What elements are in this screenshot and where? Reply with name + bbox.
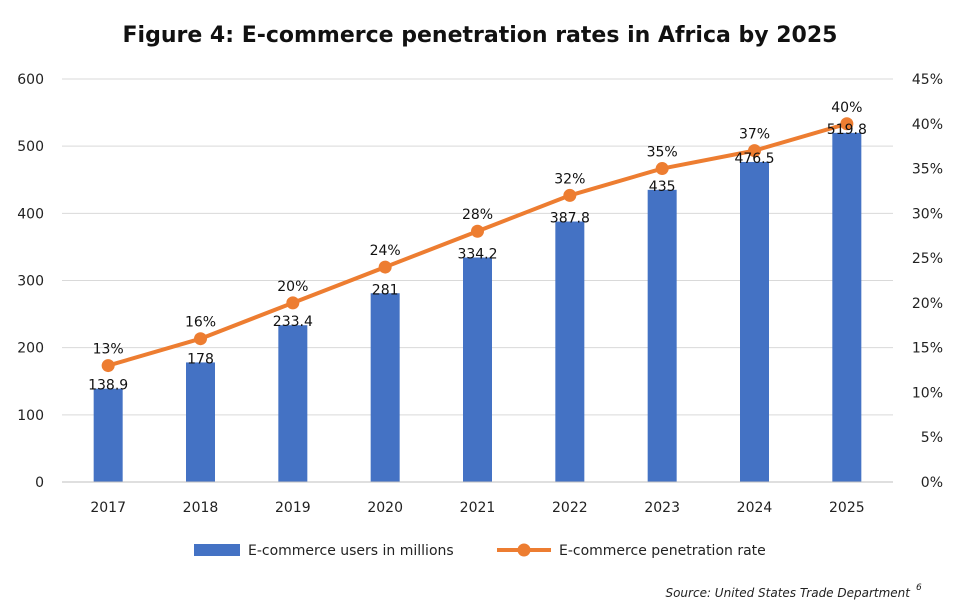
line-series bbox=[101, 117, 854, 373]
line-marker bbox=[378, 260, 392, 274]
bar-value-label: 476.5 bbox=[734, 151, 774, 167]
line-value-label: 20% bbox=[277, 279, 308, 295]
bar bbox=[278, 325, 308, 482]
x-tick-label: 2022 bbox=[552, 500, 588, 516]
y-right-tick-label: 15% bbox=[912, 341, 943, 357]
bar bbox=[93, 388, 123, 482]
legend-bar-swatch bbox=[194, 544, 240, 556]
y-left-tick-label: 300 bbox=[17, 274, 44, 290]
chart-title: Figure 4: E-commerce penetration rates i… bbox=[123, 23, 838, 48]
y-left-tick-label: 100 bbox=[17, 408, 44, 424]
bar bbox=[555, 221, 585, 483]
bar-value-label: 435 bbox=[649, 179, 676, 195]
legend-bar-label: E-commerce users in millions bbox=[248, 543, 454, 559]
line-value-label: 16% bbox=[185, 315, 216, 331]
y-right-tick-label: 5% bbox=[921, 430, 943, 446]
line-value-label: 13% bbox=[93, 342, 124, 358]
y-left-tick-label: 200 bbox=[17, 341, 44, 357]
x-tick-label: 2019 bbox=[275, 500, 311, 516]
bar-series bbox=[93, 132, 862, 483]
line-marker bbox=[840, 117, 854, 131]
bar-value-label: 233.4 bbox=[273, 314, 313, 330]
x-tick-label: 2021 bbox=[460, 500, 496, 516]
line-value-label: 28% bbox=[462, 207, 493, 223]
bar-value-label: 334.2 bbox=[457, 247, 497, 263]
x-tick-label: 2025 bbox=[829, 500, 865, 516]
x-tick-label: 2018 bbox=[183, 500, 219, 516]
legend-line-marker bbox=[517, 543, 531, 557]
line-value-label: 24% bbox=[370, 243, 401, 259]
bar-value-label: 281 bbox=[372, 282, 399, 298]
bar-value-label: 519.8 bbox=[827, 122, 867, 138]
line-value-label: 37% bbox=[739, 127, 770, 143]
y-right-tick-label: 20% bbox=[912, 296, 943, 312]
line-marker bbox=[563, 188, 577, 202]
x-tick-label: 2020 bbox=[367, 500, 403, 516]
bar bbox=[740, 161, 769, 482]
y-right-tick-label: 35% bbox=[912, 162, 943, 178]
x-tick-label: 2023 bbox=[644, 500, 680, 516]
y-right-tick-label: 40% bbox=[912, 117, 943, 133]
y-left-tick-label: 0 bbox=[35, 475, 44, 491]
line-value-label: 35% bbox=[647, 145, 678, 161]
line-marker bbox=[194, 332, 207, 346]
source-footnote-number: 6 bbox=[916, 583, 922, 593]
bar-data-labels: 138.9 178 233.4 281 334.2 387.8 435 476.5 519.8 bbox=[88, 122, 867, 394]
bar-value-label: 138.9 bbox=[88, 378, 128, 394]
bar-value-label: 178 bbox=[187, 351, 214, 367]
line-marker bbox=[655, 162, 669, 176]
legend: E-commerce users in millions E-commerce p… bbox=[194, 543, 766, 559]
x-axis: 2017 2018 2019 2020 2021 2022 2023 2024 2025 bbox=[62, 481, 893, 516]
line-value-label: 40% bbox=[831, 100, 862, 116]
line-value-label: 32% bbox=[554, 171, 585, 187]
y-right-tick-label: 0% bbox=[921, 475, 943, 491]
x-tick-label: 2017 bbox=[90, 500, 126, 516]
y-right-tick-label: 45% bbox=[912, 72, 943, 88]
y-right-tick-label: 25% bbox=[912, 251, 943, 267]
y-right-tick-label: 10% bbox=[912, 385, 943, 401]
line-marker bbox=[101, 359, 115, 373]
legend-line-label: E-commerce penetration rate bbox=[559, 543, 766, 559]
line-marker bbox=[286, 296, 300, 310]
y-right-tick-label: 30% bbox=[912, 206, 943, 222]
line-marker bbox=[748, 144, 761, 158]
bar bbox=[370, 293, 400, 482]
line-data-labels: 13% 16% 20% 24% 28% 32% 35% 37% 40% bbox=[93, 100, 863, 358]
y-left-tick-label: 400 bbox=[17, 206, 44, 222]
y-left-tick-label: 600 bbox=[17, 72, 44, 88]
y-left-tick-label: 500 bbox=[17, 139, 44, 155]
bar bbox=[832, 132, 862, 482]
bar-value-label: 387.8 bbox=[550, 211, 590, 227]
bar bbox=[186, 362, 215, 482]
left-axis: 0 100 200 300 400 500 600 bbox=[17, 72, 44, 491]
source-note: Source: United States Trade Department bbox=[665, 586, 911, 600]
x-tick-label: 2024 bbox=[737, 500, 773, 516]
line-marker bbox=[471, 224, 484, 238]
right-axis: 0% 5% 10% 15% 20% 25% 30% 35% 40% 45% bbox=[912, 72, 943, 491]
bar bbox=[647, 189, 677, 482]
bar bbox=[463, 257, 492, 482]
